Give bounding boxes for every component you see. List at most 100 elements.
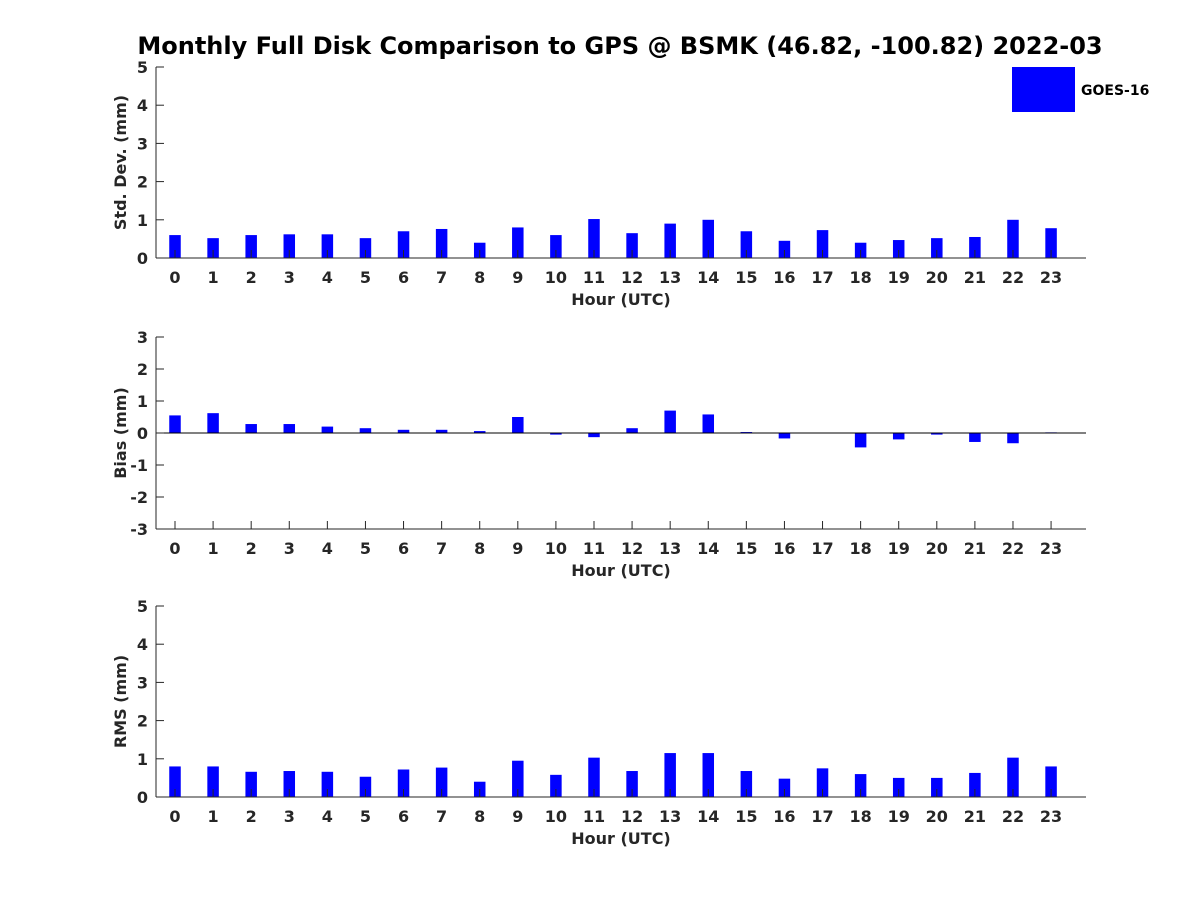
x-tick-label-std-5: 5 (360, 268, 371, 287)
x-tick-label-bias-6: 6 (398, 539, 409, 558)
x-tick-label-bias-9: 9 (512, 539, 523, 558)
bar-std-20 (931, 238, 943, 258)
x-tick-label-rms-5: 5 (360, 807, 371, 826)
x-tick-label-std-16: 16 (773, 268, 795, 287)
bar-std-3 (283, 234, 296, 258)
x-tick-label-rms-23: 23 (1040, 807, 1062, 826)
bar-bias-22 (1007, 433, 1019, 444)
y-axis-label-rms: RMS (mm) (111, 655, 130, 748)
x-tick-label-rms-0: 0 (169, 807, 180, 826)
x-tick-label-bias-13: 13 (659, 539, 681, 558)
x-tick-label-std-15: 15 (735, 268, 757, 287)
bar-std-21 (969, 236, 981, 258)
bar-bias-1 (207, 413, 219, 433)
y-axis-label-bias: Bias (mm) (111, 387, 130, 479)
bar-rms-10 (550, 774, 562, 797)
x-tick-label-std-17: 17 (811, 268, 833, 287)
bar-std-5 (359, 238, 372, 258)
bar-std-14 (702, 219, 715, 258)
x-tick-label-std-1: 1 (208, 268, 219, 287)
x-tick-label-rms-20: 20 (926, 807, 948, 826)
x-tick-label-std-22: 22 (1002, 268, 1024, 287)
x-tick-label-bias-1: 1 (208, 539, 219, 558)
y-tick-label-std-1: 1 (137, 211, 148, 230)
x-tick-label-rms-2: 2 (246, 807, 257, 826)
bar-std-4 (321, 234, 334, 258)
bar-rms-7 (435, 767, 448, 797)
y-tick-label-bias-2: 2 (137, 360, 148, 379)
y-tick-label-std-4: 4 (137, 96, 148, 115)
x-tick-label-std-14: 14 (697, 268, 719, 287)
x-tick-label-std-6: 6 (398, 268, 409, 287)
y-tick-label-rms-5: 5 (137, 597, 148, 616)
x-tick-label-bias-17: 17 (811, 539, 833, 558)
x-tick-label-bias-3: 3 (284, 539, 295, 558)
y-tick-label-rms-3: 3 (137, 673, 148, 692)
bar-bias-6 (397, 429, 410, 433)
y-axis-label-std: Std. Dev. (mm) (111, 95, 130, 230)
bar-rms-3 (283, 771, 296, 797)
x-tick-label-rms-16: 16 (773, 807, 795, 826)
bar-std-17 (816, 230, 829, 258)
x-tick-label-bias-7: 7 (436, 539, 447, 558)
x-tick-label-rms-22: 22 (1002, 807, 1024, 826)
legend: GOES-16 (1012, 67, 1149, 112)
x-tick-label-rms-3: 3 (284, 807, 295, 826)
bar-rms-15 (740, 771, 753, 797)
bar-rms-22 (1007, 757, 1019, 797)
bar-rms-14 (702, 753, 715, 797)
x-axis-label-rms: Hour (UTC) (571, 829, 671, 848)
bar-std-6 (397, 231, 410, 258)
x-tick-label-bias-0: 0 (169, 539, 180, 558)
x-tick-label-bias-16: 16 (773, 539, 795, 558)
x-tick-label-bias-18: 18 (849, 539, 871, 558)
bar-std-22 (1007, 219, 1019, 258)
bar-rms-12 (626, 771, 638, 797)
bar-std-15 (740, 231, 753, 258)
x-tick-label-rms-21: 21 (964, 807, 986, 826)
bar-std-1 (207, 238, 219, 258)
x-tick-label-std-23: 23 (1040, 268, 1062, 287)
y-tick-label-bias--1: -1 (130, 456, 148, 475)
x-tick-label-rms-1: 1 (208, 807, 219, 826)
x-tick-label-bias-20: 20 (926, 539, 948, 558)
y-tick-label-std-5: 5 (137, 58, 148, 77)
x-tick-label-rms-8: 8 (474, 807, 485, 826)
y-tick-label-rms-2: 2 (137, 712, 148, 731)
x-tick-label-rms-18: 18 (849, 807, 871, 826)
x-tick-label-std-2: 2 (246, 268, 257, 287)
bar-bias-14 (702, 414, 715, 433)
x-tick-label-std-9: 9 (512, 268, 523, 287)
y-tick-label-bias-0: 0 (137, 424, 148, 443)
x-tick-label-rms-15: 15 (735, 807, 757, 826)
x-tick-label-rms-13: 13 (659, 807, 681, 826)
x-tick-label-std-20: 20 (926, 268, 948, 287)
x-tick-label-rms-9: 9 (512, 807, 523, 826)
bar-bias-11 (588, 433, 600, 438)
y-tick-label-rms-1: 1 (137, 750, 148, 769)
x-tick-label-std-12: 12 (621, 268, 643, 287)
bar-bias-12 (626, 428, 638, 433)
bar-rms-21 (969, 772, 981, 797)
bar-std-19 (892, 240, 905, 258)
bar-bias-21 (969, 433, 981, 442)
bar-bias-8 (473, 431, 486, 433)
bar-rms-20 (931, 777, 943, 797)
bar-std-23 (1045, 228, 1057, 258)
bar-rms-5 (359, 776, 372, 797)
y-tick-label-bias-3: 3 (137, 328, 148, 347)
bar-std-7 (435, 228, 448, 258)
bar-std-9 (512, 227, 524, 258)
y-tick-label-std-0: 0 (137, 249, 148, 268)
x-tick-label-bias-19: 19 (888, 539, 910, 558)
x-tick-label-bias-11: 11 (583, 539, 605, 558)
x-tick-label-std-19: 19 (888, 268, 910, 287)
x-tick-label-bias-21: 21 (964, 539, 986, 558)
x-tick-label-std-3: 3 (284, 268, 295, 287)
